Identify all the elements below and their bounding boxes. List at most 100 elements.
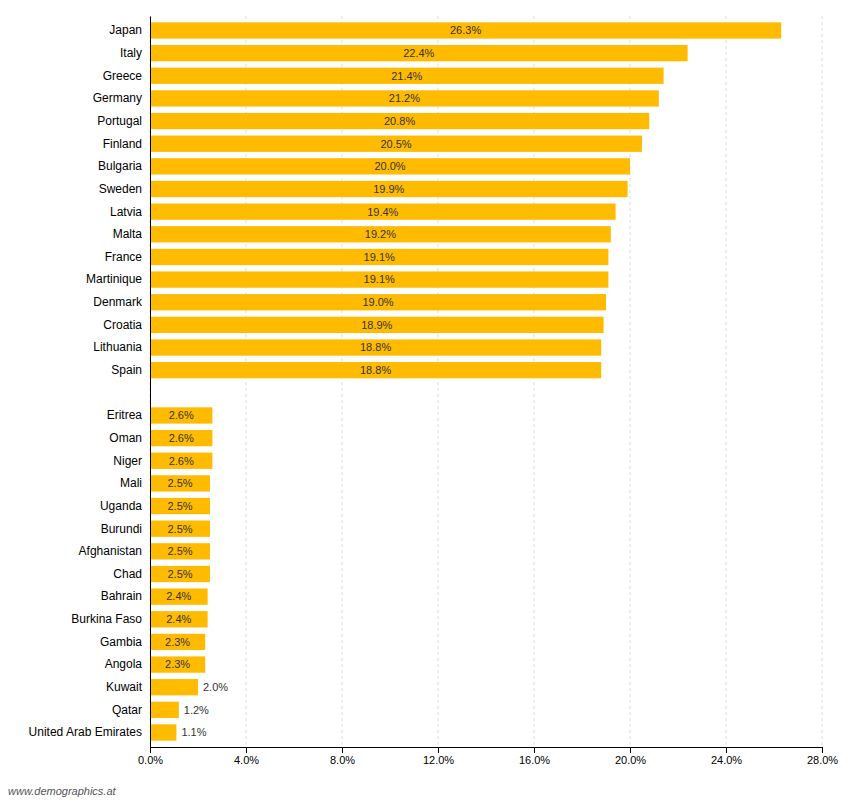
data-label: 20.8% (384, 115, 415, 127)
bar (150, 226, 611, 242)
data-labels: 26.3%22.4%21.4%21.2%20.8%20.5%20.0%19.9%… (165, 24, 481, 738)
y-tick: Sweden (99, 182, 150, 196)
y-tick: Gambia (100, 635, 150, 649)
bar (150, 158, 630, 174)
bar (150, 430, 212, 446)
data-label: 19.0% (362, 296, 393, 308)
data-label: 26.3% (450, 24, 481, 36)
x-tick: 0.0% (138, 747, 163, 766)
y-tick-label: Qatar (112, 703, 142, 717)
x-tick-label: 8.0% (330, 754, 355, 766)
data-label: 21.2% (389, 92, 420, 104)
bar (150, 249, 608, 265)
x-tick-label: 4.0% (234, 754, 259, 766)
y-tick-label: Japan (109, 23, 142, 37)
bar (150, 588, 208, 604)
y-tick-label: Afghanistan (79, 544, 142, 558)
data-label: 19.2% (365, 228, 396, 240)
data-label: 19.9% (373, 183, 404, 195)
y-tick: Bahrain (101, 589, 150, 603)
y-tick-label: Mali (120, 476, 142, 490)
data-label: 21.4% (391, 70, 422, 82)
chart: 0.0% 4.0% 8.0% 12.0% 16.0% 20.0% 24.0% 28.0% Jap… (0, 0, 852, 803)
bar (150, 679, 198, 695)
y-tick-label: Kuwait (106, 680, 143, 694)
data-label: 22.4% (403, 47, 434, 59)
bar (150, 521, 210, 537)
bar (150, 656, 205, 672)
x-tick-label: 28.0% (807, 754, 838, 766)
y-tick: Martinique (86, 272, 150, 286)
data-label: 2.3% (165, 636, 190, 648)
y-tick: Bulgaria (98, 159, 150, 173)
data-label: 2.5% (167, 477, 192, 489)
bar (150, 475, 210, 491)
y-axis: JapanItalyGreeceGermanyPortugalFinlandBu… (29, 17, 151, 748)
y-tick: Latvia (110, 204, 150, 218)
x-tick-label: 24.0% (711, 754, 742, 766)
grid-line (726, 16, 727, 747)
bar (150, 566, 210, 582)
y-tick: Finland (103, 137, 150, 151)
y-tick: Niger (113, 454, 150, 468)
x-tick: 8.0% (330, 747, 355, 766)
y-tick: Burundi (101, 522, 150, 536)
y-tick: Greece (103, 69, 150, 83)
y-tick: Japan (109, 23, 150, 37)
y-tick: Italy (120, 46, 150, 60)
bar (150, 294, 606, 310)
bar (150, 634, 205, 650)
bars (150, 22, 781, 740)
plot: 0.0% 4.0% 8.0% 12.0% 16.0% 20.0% 24.0% 28.0% Jap… (29, 16, 839, 766)
data-label: 2.5% (167, 500, 192, 512)
data-label: 2.5% (167, 545, 192, 557)
x-tick-mark (726, 747, 727, 753)
x-tick-label: 16.0% (519, 754, 550, 766)
y-tick: Burkina Faso (71, 612, 150, 626)
y-tick-label: Lithuania (93, 340, 142, 354)
data-label: 18.8% (360, 364, 391, 376)
y-tick: Oman (109, 431, 150, 445)
bar (150, 407, 212, 423)
x-tick: 20.0% (615, 747, 646, 766)
bar (150, 113, 649, 129)
bar (150, 204, 616, 220)
bar (150, 22, 781, 38)
annotation: www.demographics.at (8, 785, 117, 797)
y-tick-label: Sweden (99, 182, 142, 196)
x-tick-mark (150, 747, 151, 753)
y-tick-label: France (105, 250, 143, 264)
x-tick: 12.0% (423, 747, 454, 766)
data-label: 19.4% (367, 206, 398, 218)
x-tick-mark (246, 747, 247, 753)
y-tick-label: Angola (105, 657, 143, 671)
data-label: 2.5% (167, 568, 192, 580)
bar (150, 339, 601, 355)
y-tick-label: Malta (113, 227, 143, 241)
data-label: 18.8% (360, 341, 391, 353)
x-tick-label: 12.0% (423, 754, 454, 766)
data-label: 20.0% (374, 160, 405, 172)
y-tick: Portugal (97, 114, 150, 128)
data-label: 2.0% (203, 681, 228, 693)
x-tick-label: 0.0% (138, 754, 163, 766)
bar (150, 136, 642, 152)
y-tick: Malta (113, 227, 150, 241)
y-tick: Chad (113, 567, 150, 581)
bar (150, 90, 659, 106)
bar (150, 543, 210, 559)
data-label: 19.1% (364, 273, 395, 285)
x-tick-mark (342, 747, 343, 753)
x-axis-line (151, 748, 823, 754)
y-tick: United Arab Emirates (29, 725, 150, 739)
bar (150, 45, 688, 61)
bar (150, 702, 179, 718)
y-tick-label: Burundi (101, 522, 142, 536)
y-tick: Denmark (93, 295, 150, 309)
y-tick: Spain (111, 363, 150, 377)
x-tick-mark (438, 747, 439, 753)
y-tick-label: Spain (111, 363, 142, 377)
y-tick: Lithuania (93, 340, 150, 354)
data-label: 1.2% (184, 704, 209, 716)
grid-line (150, 16, 151, 747)
